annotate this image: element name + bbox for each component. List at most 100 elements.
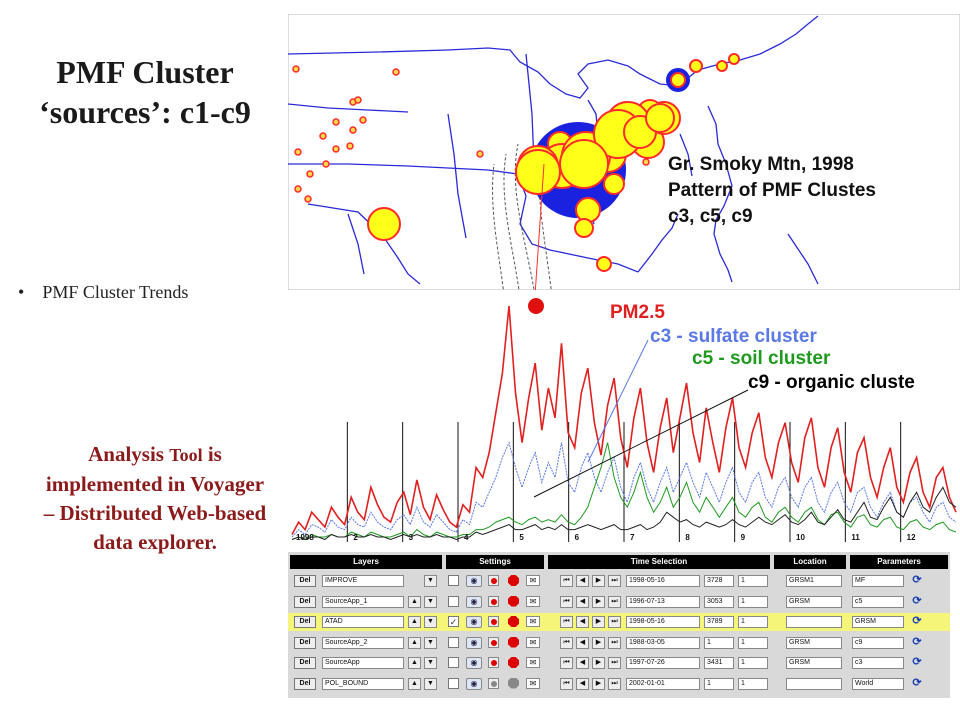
layer-name-field[interactable]: POL_BOUND <box>322 677 404 690</box>
date-field[interactable]: 1998-05-16 <box>626 575 700 587</box>
delete-layer-button[interactable]: Del <box>294 595 316 608</box>
next-step-button[interactable]: ▶ <box>592 595 605 608</box>
layer-checkbox[interactable] <box>448 657 459 668</box>
first-step-button[interactable]: ⏮ <box>560 657 573 669</box>
layer-checkbox[interactable] <box>448 595 459 607</box>
layer-checkbox[interactable] <box>448 636 459 648</box>
stop-icon[interactable] <box>508 575 519 586</box>
first-step-button[interactable]: ⏮ <box>560 677 573 690</box>
record-icon[interactable] <box>488 677 499 689</box>
stop-icon[interactable] <box>508 677 519 689</box>
prev-step-button[interactable]: ◀ <box>576 636 589 649</box>
count-field[interactable]: 3053 <box>704 595 734 608</box>
step-field[interactable]: 1 <box>738 595 768 608</box>
refresh-icon[interactable]: ⟳ <box>912 574 922 586</box>
next-step-button[interactable]: ▶ <box>592 575 605 587</box>
cluster-map[interactable]: Gr. Smoky Mtn, 1998 Pattern of PMF Clust… <box>288 14 960 290</box>
message-icon[interactable]: ✉ <box>526 657 540 668</box>
record-icon[interactable] <box>488 595 499 607</box>
delete-layer-button[interactable]: Del <box>294 616 316 628</box>
last-step-button[interactable]: ⏭ <box>608 575 621 587</box>
refresh-icon[interactable]: ⟳ <box>912 676 922 689</box>
move-down-button[interactable]: ▼ <box>424 636 437 649</box>
location-field[interactable]: GRSM <box>786 595 842 608</box>
prev-step-button[interactable]: ◀ <box>576 677 589 690</box>
eye-icon[interactable]: ◉ <box>466 575 482 587</box>
refresh-icon[interactable]: ⟳ <box>912 615 922 627</box>
next-step-button[interactable]: ▶ <box>592 616 605 628</box>
record-icon[interactable] <box>488 657 499 668</box>
eye-icon[interactable]: ◉ <box>466 595 482 608</box>
count-field[interactable]: 3728 <box>704 575 734 587</box>
parameter-field[interactable]: c5 <box>852 595 904 608</box>
prev-step-button[interactable]: ◀ <box>576 595 589 608</box>
last-step-button[interactable]: ⏭ <box>608 677 621 690</box>
next-step-button[interactable]: ▶ <box>592 657 605 669</box>
first-step-button[interactable]: ⏮ <box>560 595 573 608</box>
record-icon[interactable] <box>488 636 499 648</box>
last-step-button[interactable]: ⏭ <box>608 657 621 669</box>
refresh-icon[interactable]: ⟳ <box>912 594 922 607</box>
layer-name-field[interactable]: IMPROVE <box>322 575 404 587</box>
date-field[interactable]: 1998-05-16 <box>626 616 700 628</box>
refresh-icon[interactable]: ⟳ <box>912 656 922 668</box>
layer-checkbox[interactable] <box>448 677 459 689</box>
layer-name-field[interactable]: ATAD <box>322 616 404 628</box>
parameter-field[interactable]: MF <box>852 575 904 587</box>
delete-layer-button[interactable]: Del <box>294 575 316 587</box>
first-step-button[interactable]: ⏮ <box>560 575 573 587</box>
cluster-trend-chart[interactable]: 1998 2 3 4 5 6 7 8 9 10 11 12 PM2.5 c3 - sulfate clu… <box>288 292 960 550</box>
first-step-button[interactable]: ⏮ <box>560 636 573 649</box>
record-icon[interactable] <box>488 575 499 586</box>
next-step-button[interactable]: ▶ <box>592 677 605 690</box>
stop-icon[interactable] <box>508 595 519 607</box>
delete-layer-button[interactable]: Del <box>294 657 316 669</box>
step-field[interactable]: 1 <box>738 616 768 628</box>
location-field[interactable] <box>786 616 842 628</box>
message-icon[interactable]: ✉ <box>526 595 540 607</box>
stop-icon[interactable] <box>508 636 519 648</box>
date-field[interactable]: 1996-07-13 <box>626 595 700 608</box>
move-up-button[interactable]: ▲ <box>408 595 421 608</box>
move-up-button[interactable]: ▲ <box>408 616 421 628</box>
layer-name-field[interactable]: SourceApp_2 <box>322 636 404 649</box>
layer-name-field[interactable]: SourceApp_1 <box>322 595 404 608</box>
layer-checkbox[interactable]: ✓ <box>448 616 459 627</box>
last-step-button[interactable]: ⏭ <box>608 616 621 628</box>
move-down-button[interactable]: ▼ <box>424 657 437 669</box>
eye-icon[interactable]: ◉ <box>466 677 482 690</box>
stop-icon[interactable] <box>508 657 519 668</box>
prev-step-button[interactable]: ◀ <box>576 616 589 628</box>
layer-name-field[interactable]: SourceApp <box>322 657 404 669</box>
refresh-icon[interactable]: ⟳ <box>912 635 922 648</box>
record-icon[interactable] <box>488 616 499 627</box>
move-down-button[interactable]: ▼ <box>424 595 437 608</box>
step-field[interactable]: 1 <box>738 657 768 669</box>
delete-layer-button[interactable]: Del <box>294 677 316 690</box>
move-down-button[interactable]: ▼ <box>424 616 437 628</box>
prev-step-button[interactable]: ◀ <box>576 575 589 587</box>
location-field[interactable] <box>786 677 842 690</box>
message-icon[interactable]: ✉ <box>526 636 540 648</box>
move-up-button[interactable]: ▲ <box>408 636 421 649</box>
location-field[interactable]: GRSM <box>786 657 842 669</box>
parameter-field[interactable]: GRSM <box>852 616 904 628</box>
last-step-button[interactable]: ⏭ <box>608 595 621 608</box>
move-up-button[interactable]: ▲ <box>408 677 421 690</box>
prev-step-button[interactable]: ◀ <box>576 657 589 669</box>
message-icon[interactable]: ✉ <box>526 616 540 627</box>
layer-checkbox[interactable] <box>448 575 459 586</box>
eye-icon[interactable]: ◉ <box>466 636 482 649</box>
eye-icon[interactable]: ◉ <box>466 616 482 628</box>
count-field[interactable]: 1 <box>704 677 734 690</box>
move-down-button[interactable]: ▼ <box>424 677 437 690</box>
parameter-field[interactable]: c3 <box>852 657 904 669</box>
next-step-button[interactable]: ▶ <box>592 636 605 649</box>
count-field[interactable]: 3431 <box>704 657 734 669</box>
date-field[interactable]: 2002-01-01 <box>626 677 700 690</box>
last-step-button[interactable]: ⏭ <box>608 636 621 649</box>
date-field[interactable]: 1988-03-05 <box>626 636 700 649</box>
count-field[interactable]: 3789 <box>704 616 734 628</box>
step-field[interactable]: 1 <box>738 677 768 690</box>
parameter-field[interactable]: c9 <box>852 636 904 649</box>
